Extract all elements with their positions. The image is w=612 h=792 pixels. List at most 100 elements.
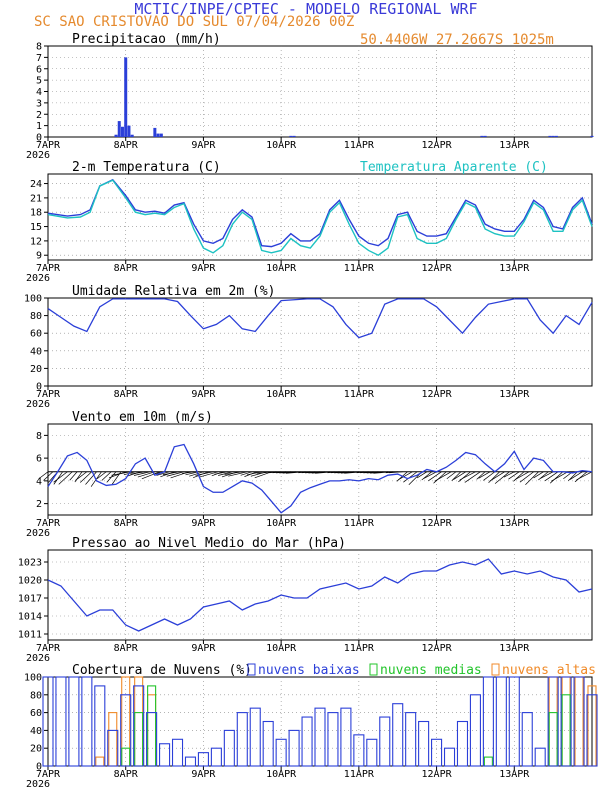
temp-xtick-label: 8APR: [114, 263, 139, 274]
precip-bar: [124, 57, 128, 137]
cloud-bar-nuvens-baixas: [146, 712, 158, 767]
cloud-bar-nuvens-altas: [561, 676, 571, 767]
precip-bar: [289, 135, 293, 137]
precip-bar: [114, 134, 118, 137]
wind-barb: [576, 471, 593, 481]
rh-xtick-label: 10APR: [266, 389, 297, 400]
clouds-ytick-label: 100: [24, 673, 42, 684]
wind-barb: [464, 471, 481, 483]
pres-ytick-label: 1014: [18, 612, 42, 623]
wind-ytick-label: 4: [36, 476, 42, 487]
pres-xtick-label: 10APR: [266, 643, 297, 654]
wind-barb: [539, 471, 554, 479]
wind-barb: [58, 471, 73, 485]
temp-series-line-temp: [47, 178, 593, 248]
wind-barb: [160, 471, 175, 478]
wind-frame: [47, 423, 593, 516]
cloud-bar-nuvens-altas: [548, 676, 558, 767]
rh-xtick-label: 11APR: [344, 389, 375, 400]
wind-barb: [459, 471, 476, 481]
temp-legend: Temperatura Aparente (C): [360, 160, 548, 175]
clouds-xtick-label: 12APR: [422, 769, 453, 780]
precip-bar: [554, 135, 558, 137]
wind-barb: [416, 471, 428, 479]
precip-bar: [127, 125, 131, 137]
wind-barb: [434, 471, 452, 482]
cloud-bar-nuvens-baixas: [275, 738, 287, 767]
wind-barb: [166, 471, 185, 477]
wind-line: [47, 443, 593, 514]
clouds-title: Cobertura de Nuvens (%): [72, 663, 252, 678]
wind-barb: [478, 471, 491, 479]
precip-bar: [590, 135, 594, 137]
cloud-bar-nuvens-baixas: [133, 685, 145, 767]
wind-xtick-label: 7APR: [36, 518, 61, 529]
temp-xtick-label: 12APR: [422, 263, 453, 274]
wind-barb: [247, 471, 262, 476]
wind-xtick-label: 12APR: [422, 518, 453, 529]
pres-ytick-label: 1020: [18, 576, 42, 587]
pres-xtick-label: 12APR: [422, 643, 453, 654]
cloud-legend-label: nuvens altas: [502, 663, 596, 678]
temp-ytick-label: 9: [36, 251, 42, 262]
precip-xtick-label: 12APR: [422, 140, 453, 151]
precip-xtick-label: 7APR: [36, 140, 61, 151]
wind-barb: [421, 471, 432, 481]
wind-barb: [228, 471, 248, 477]
precip-ytick-label: 7: [36, 53, 42, 64]
wind-barb: [218, 471, 233, 476]
precip-title: Precipitacao (mm/h): [72, 32, 221, 47]
wind-xtick-label: 13APR: [499, 518, 530, 529]
precip-ytick-label: 4: [36, 87, 42, 98]
cloud-bar-nuvens-medias: [134, 712, 144, 767]
wind-barb: [254, 471, 272, 479]
cloud-bar-nuvens-baixas: [171, 738, 184, 767]
clouds-xtick-label: 9APR: [191, 769, 216, 780]
cloud-bar-nuvens-baixas: [327, 712, 339, 767]
wind-barb: [108, 471, 126, 479]
cloud-bar-nuvens-baixas: [521, 712, 533, 767]
rh-ytick-label: 100: [24, 294, 42, 305]
wind-barb: [96, 471, 107, 479]
clouds-xtick-label: 11APR: [344, 769, 375, 780]
wind-xtick-label: 10APR: [266, 518, 297, 529]
precip-bar: [480, 135, 484, 137]
cloud-bar-nuvens-baixas: [81, 676, 93, 767]
cloud-bar-nuvens-baixas: [262, 720, 274, 767]
cloud-legend-swatch: [369, 663, 378, 676]
cloud-bar-nuvens-baixas: [547, 676, 559, 767]
wind-barb: [503, 471, 515, 478]
wind-ytick-label: 2: [36, 499, 42, 510]
cloud-bar-nuvens-baixas: [210, 747, 222, 767]
cloud-bar-nuvens-altas: [134, 676, 144, 767]
cloud-bar-nuvens-baixas: [431, 738, 443, 767]
pres-line: [47, 558, 593, 632]
cloud-bar-nuvens-baixas: [42, 676, 54, 767]
wind-barb: [549, 471, 564, 484]
wind-barb: [133, 471, 151, 476]
wind-barb: [38, 471, 49, 479]
temp-xtick-label: 11APR: [344, 263, 375, 274]
wind-barb: [141, 471, 160, 480]
temp-xtick-label: 10APR: [266, 263, 297, 274]
wind-barb: [69, 471, 78, 481]
cloud-bar-nuvens-baixas: [573, 676, 585, 767]
temp-ytick-label: 18: [30, 208, 42, 219]
temp-series-line-aparente: [47, 179, 593, 257]
wind-xtick-label: 11APR: [344, 518, 375, 529]
cloud-bar-nuvens-baixas: [405, 712, 417, 767]
cloud-bar-nuvens-baixas: [379, 716, 391, 767]
cloud-bar-nuvens-baixas: [107, 729, 119, 767]
wind-barb: [85, 471, 97, 485]
wind-xtick-label: 9APR: [191, 518, 216, 529]
cloud-bar-nuvens-altas: [108, 712, 118, 767]
rh-xtick-label: 9APR: [191, 389, 216, 400]
wind-barb: [156, 471, 170, 476]
temp-frame: [47, 173, 593, 261]
precip-bar: [292, 135, 296, 137]
wind-year-label: 2026: [26, 528, 50, 539]
clouds-ytick-label: 20: [30, 744, 42, 755]
wind-barb: [483, 471, 496, 481]
rh-ytick-label: 40: [30, 346, 42, 357]
cloud-bar-nuvens-baixas: [249, 707, 261, 767]
